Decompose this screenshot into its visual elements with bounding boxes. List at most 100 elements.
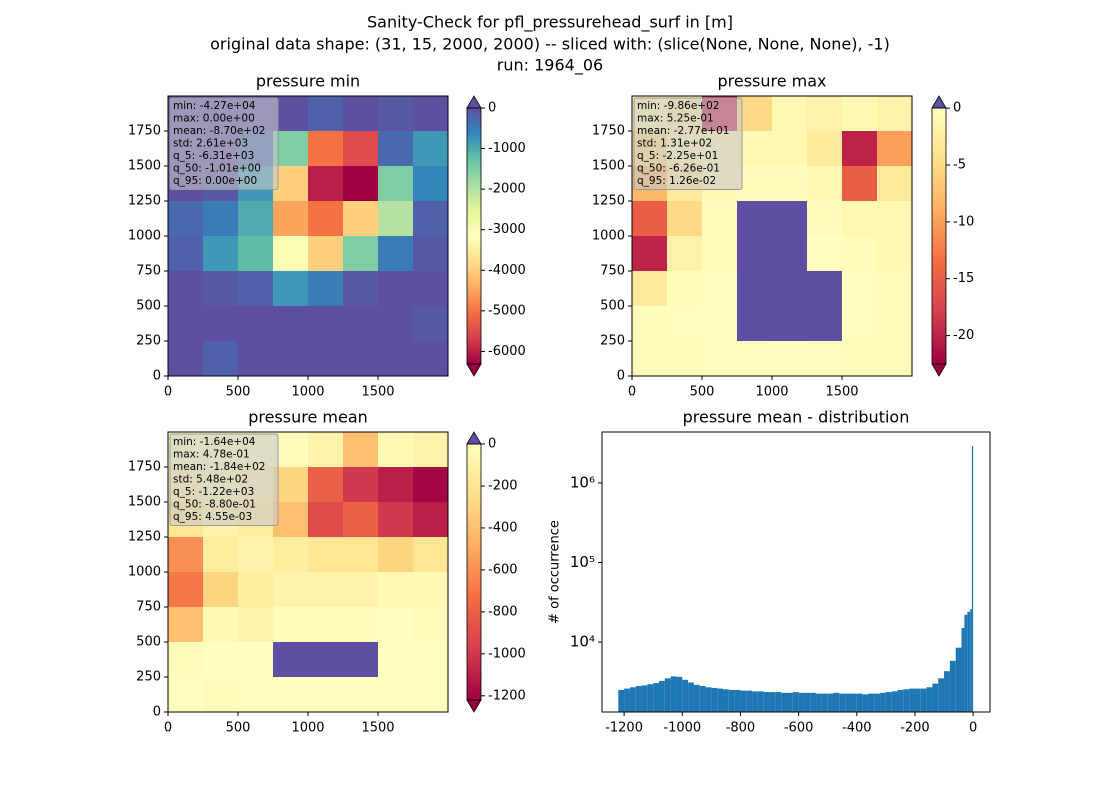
heatmap-cell (273, 271, 309, 307)
y-tick-label: 1250 (128, 194, 161, 209)
heatmap-cell (413, 306, 449, 342)
stats-text: max: 0.00e+00 (173, 113, 255, 125)
heatmap-cell (807, 96, 843, 132)
x-tick-label: 500 (226, 385, 251, 400)
heatmap-cell (413, 341, 449, 377)
heatmap-cell (343, 677, 379, 713)
histogram-bar (757, 691, 764, 712)
y-tick-label: 10⁴ (570, 633, 595, 651)
colorbar-tick-label: -1000 (488, 646, 526, 661)
heatmap-cell (632, 341, 668, 377)
axes-title: pressure min (256, 72, 360, 91)
colorbar-frame (466, 107, 482, 365)
heatmap-cell (807, 271, 843, 307)
y-tick-label: 1500 (592, 159, 625, 174)
heatmap-cell (343, 502, 379, 538)
heatmap-cell (378, 502, 414, 538)
histogram-bar (949, 660, 956, 712)
heatmap-cell (308, 432, 344, 468)
axes-title: pressure mean - distribution (683, 408, 910, 427)
heatmap-cell (378, 131, 414, 167)
histogram-bar (880, 692, 886, 712)
histogram-bar (746, 690, 753, 712)
heatmap-cell (343, 341, 379, 377)
y-tick-label: 500 (136, 299, 161, 314)
histogram-bar (740, 690, 747, 712)
histogram-bar (717, 688, 723, 712)
colorbar-tick-label: -1000 (488, 141, 526, 156)
x-tick-label: 0 (969, 721, 977, 736)
heatmap-cell (308, 341, 344, 377)
y-tick-label: 0 (153, 369, 161, 384)
y-tick-label: 1000 (128, 229, 161, 244)
heatmap-cell (308, 201, 344, 237)
histogram-bar (664, 678, 671, 712)
heatmap-cell (877, 131, 913, 167)
histogram-bar (781, 692, 787, 712)
heatmap-cell (273, 131, 309, 167)
stats-box (633, 97, 743, 190)
stats-text: min: -9.86e+02 (637, 100, 719, 112)
heatmap-cell (343, 607, 379, 643)
colorbar-tick-label: 0 (488, 101, 496, 116)
heatmap-cell (772, 96, 808, 132)
heatmap-cell (737, 236, 773, 272)
heatmap-cell (343, 642, 379, 678)
heatmap-cell (842, 201, 878, 237)
heatmap-cell (772, 271, 808, 307)
histogram-bar (856, 693, 863, 712)
y-tick-label: 250 (136, 334, 161, 349)
x-tick-label: 1000 (291, 721, 324, 736)
heatmap-cell (343, 432, 379, 468)
heatmap-cell (273, 201, 309, 237)
x-tick-label: 1500 (361, 385, 394, 400)
heatmap-cell (273, 236, 309, 272)
colorbar-extend-over (466, 431, 482, 445)
heatmap-cell (238, 236, 274, 272)
x-tick-label: 1500 (825, 385, 858, 400)
histogram-bar (798, 692, 805, 712)
heatmap-cell (168, 271, 204, 307)
histogram-bar (816, 693, 822, 712)
heatmap-cell (273, 96, 309, 132)
heatmap-cell (842, 271, 878, 307)
heatmap-cell (877, 236, 913, 272)
y-tick-label: 1750 (128, 124, 161, 139)
suptitle: original data shape: (31, 15, 2000, 2000… (210, 35, 890, 54)
heatmap-cell (238, 201, 274, 237)
heatmap-cell (413, 432, 449, 468)
y-tick-label: 500 (136, 635, 161, 650)
heatmap-cell (632, 236, 668, 272)
heatmap-cell (877, 96, 913, 132)
histogram-bar (618, 689, 625, 712)
heatmap-cell (273, 607, 309, 643)
heatmap-cell (308, 502, 344, 538)
heatmap-cell (308, 306, 344, 342)
histogram-bar (786, 692, 793, 712)
colorbar-tick-label: -10 (953, 214, 974, 229)
heatmap-cell (308, 677, 344, 713)
heatmap-cell (737, 271, 773, 307)
heatmap-cell (168, 537, 204, 573)
histogram-bar (804, 692, 811, 712)
heatmap-cell (343, 166, 379, 202)
colorbar-tick-label: -200 (488, 478, 518, 493)
heatmap-cell (168, 642, 204, 678)
stats-text: min: -4.27e+04 (173, 100, 256, 112)
stats-text: max: 4.78e-01 (173, 449, 250, 461)
x-tick-label: 0 (164, 721, 172, 736)
heatmap-cell (842, 96, 878, 132)
heatmap-cell (168, 572, 204, 608)
heatmap-cell (737, 306, 773, 342)
colorbar-frame (466, 443, 482, 701)
heatmap-cell (203, 306, 239, 342)
heatmap-cell (877, 271, 913, 307)
y-tick-label: 1500 (128, 159, 161, 174)
stats-text: q_50: -1.01e+00 (173, 163, 261, 175)
histogram-bar (862, 694, 869, 712)
heatmap-cell (273, 306, 309, 342)
histogram-bar (763, 692, 770, 712)
histogram-bar (792, 692, 799, 712)
histogram-bar (970, 609, 972, 712)
histogram-bar (688, 682, 694, 712)
